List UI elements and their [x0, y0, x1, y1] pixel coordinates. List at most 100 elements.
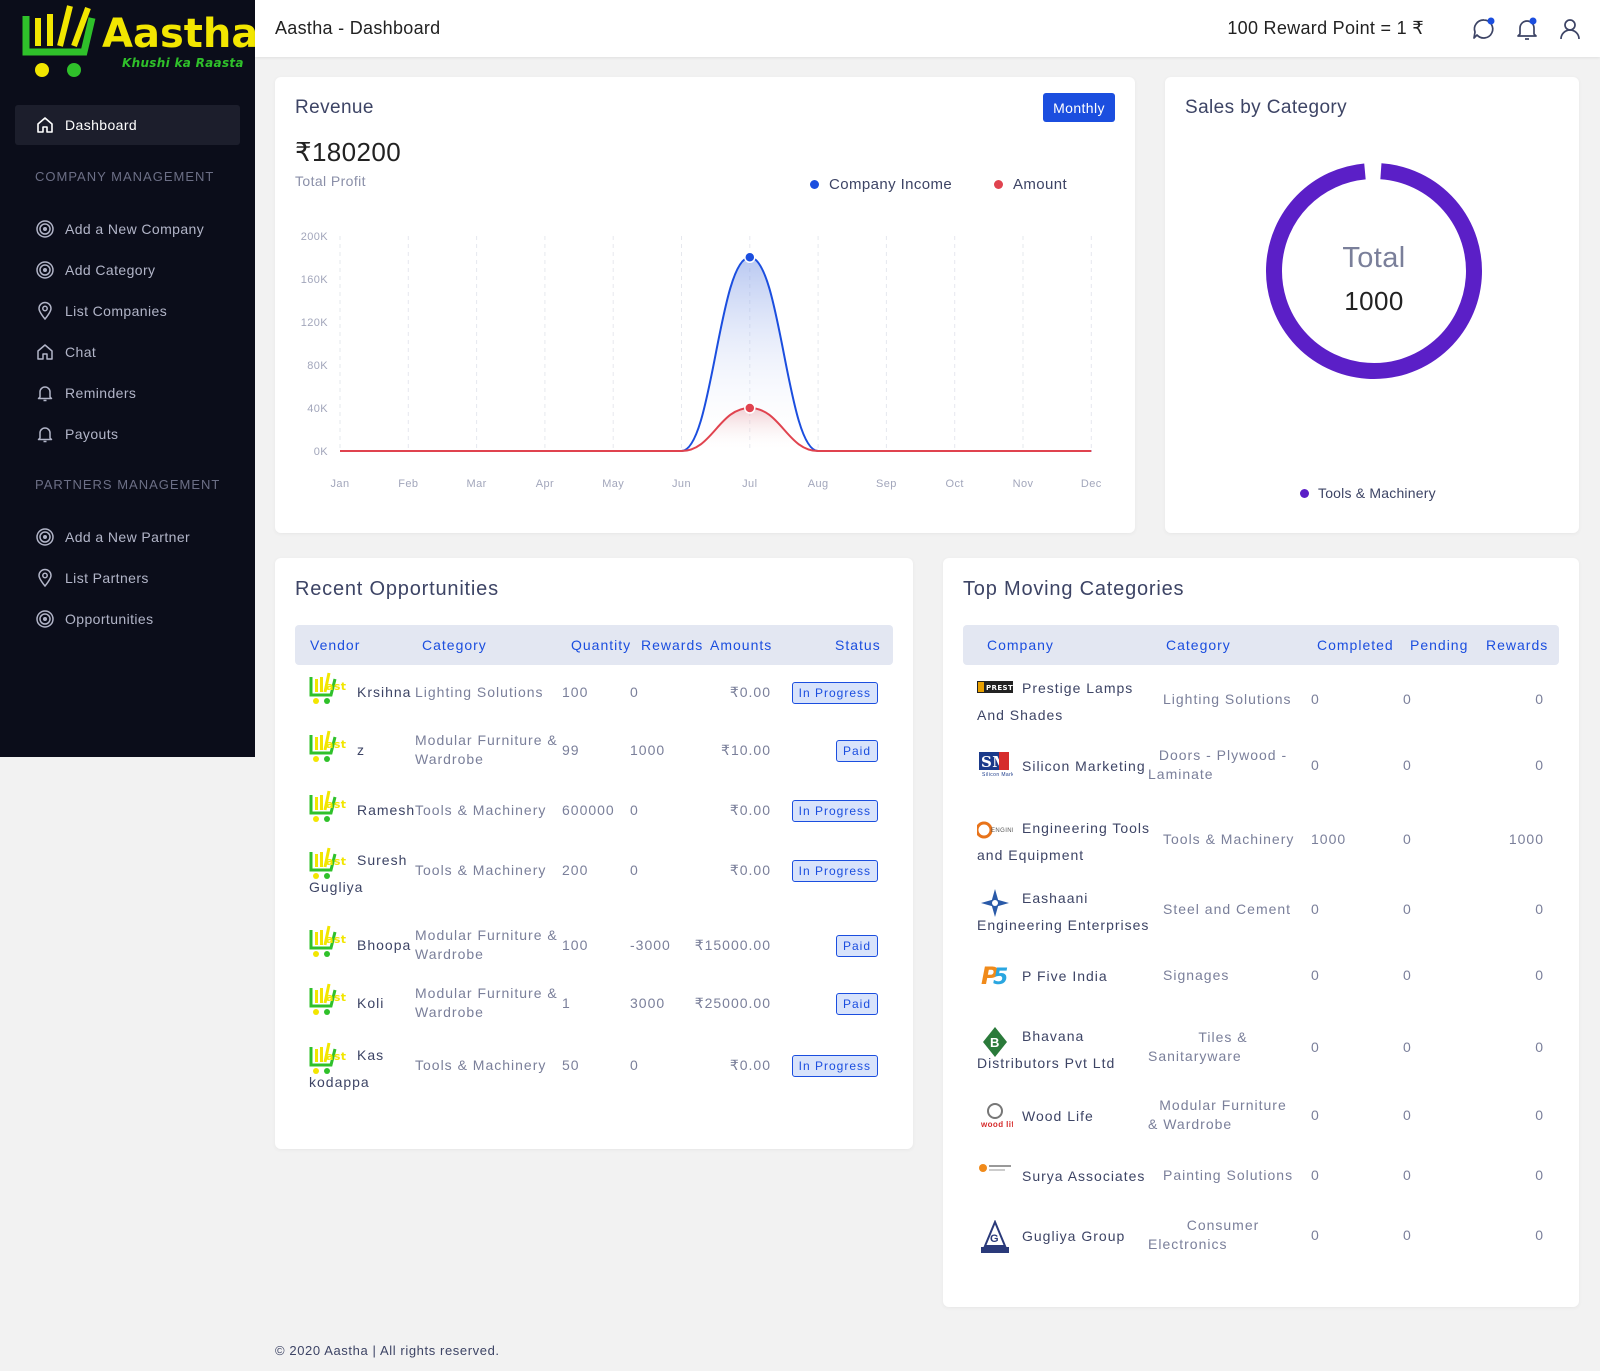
category-cell: Tools & Machinery: [415, 1057, 547, 1073]
category-cell-cont: Wardrobe: [415, 946, 484, 962]
vendor-avatar: astha: [309, 982, 362, 1018]
sidebar-item-reminders[interactable]: Reminders: [35, 382, 136, 404]
rewards-cell: 0: [630, 684, 639, 700]
top-header: Aastha - Dashboard 100 Reward Point = 1 …: [255, 0, 1600, 57]
category-cell: Tools & Machinery: [1163, 831, 1295, 847]
revenue-amount: ₹180200: [295, 137, 402, 167]
sidebar-item-chat[interactable]: Chat: [35, 341, 96, 363]
rewards-cell: -3000: [630, 937, 671, 953]
svg-text:5: 5: [993, 965, 1009, 990]
sidebar-item-add-category[interactable]: Add Category: [35, 259, 155, 281]
aastha-avatar-icon: astha: [309, 925, 362, 957]
company-name: P Five India: [1022, 968, 1108, 984]
table-row[interactable]: astha Koli Modular Furniture & Wardrobe 1 300…: [295, 982, 893, 1036]
column-header[interactable]: Company: [987, 637, 1054, 653]
table-row[interactable]: G Gugliya Group Consumer Electronics 0 0 0: [963, 1217, 1559, 1278]
donut-slice-tools-machinery[interactable]: [1266, 163, 1482, 379]
table-row[interactable]: B Bhavana Distributors Pvt Ltd Tiles & Sanit…: [963, 1026, 1559, 1086]
pending-cell: 0: [1403, 1039, 1412, 1055]
legend-amount[interactable]: Amount: [994, 176, 1067, 193]
rewards-cell: 0: [630, 1057, 639, 1073]
status-badge[interactable]: In Progress: [791, 682, 878, 704]
column-header[interactable]: Category: [422, 637, 487, 653]
column-header[interactable]: Quantity: [571, 637, 632, 653]
column-header[interactable]: Pending: [1410, 637, 1469, 653]
donut-legend[interactable]: Tools & Machinery: [1300, 485, 1436, 501]
chat-icon[interactable]: [1471, 16, 1497, 42]
legend-company-income[interactable]: Company Income: [810, 176, 952, 193]
amount-cell: ₹10.00: [721, 742, 771, 758]
table-row[interactable]: PRESTIGE Prestige Lamps And Shades Lighting…: [963, 678, 1559, 738]
sidebar-item-dashboard[interactable]: Dashboard: [15, 105, 240, 145]
status-badge[interactable]: Paid: [835, 935, 878, 957]
svg-text:astha: astha: [326, 991, 347, 1004]
column-header[interactable]: Category: [1166, 637, 1231, 653]
category-cell: Tools & Machinery: [415, 802, 547, 818]
column-header[interactable]: Completed: [1317, 637, 1394, 653]
notification-bell-icon[interactable]: [1514, 16, 1540, 42]
data-point[interactable]: [744, 402, 756, 414]
user-icon[interactable]: [1557, 16, 1583, 42]
sidebar-item-payouts[interactable]: Payouts: [35, 423, 118, 445]
sidebar-item-list-partners[interactable]: List Partners: [35, 567, 149, 589]
status-badge[interactable]: In Progress: [791, 860, 878, 882]
monthly-button[interactable]: Monthly: [1043, 93, 1115, 122]
sidebar-item-opportunities[interactable]: Opportunities: [35, 608, 153, 630]
completed-cell: 0: [1311, 757, 1320, 773]
table-row[interactable]: Eashaani Engineering Enterprises Steel and…: [963, 888, 1559, 948]
aastha-logo[interactable]: Aastha Khushi ka Raasta: [22, 4, 258, 82]
column-header[interactable]: Rewards: [1486, 637, 1549, 653]
aastha-avatar-icon: astha: [309, 672, 362, 704]
sidebar-item-add-partner[interactable]: Add a New Partner: [35, 526, 190, 548]
table-row[interactable]: astha Suresh Gugliya Tools & Machinery 200 0 ₹…: [295, 846, 893, 900]
donut-chart: Total 1000: [1266, 163, 1482, 379]
svg-text:G: G: [990, 1233, 999, 1245]
footer-copyright: © 2020 Aastha | All rights reserved.: [275, 1343, 500, 1358]
column-header[interactable]: Status: [835, 637, 881, 653]
amount-cell: ₹25000.00: [694, 995, 771, 1011]
table-row[interactable]: Surya Associates Painting Solutions 0 0 0: [963, 1158, 1559, 1218]
completed-cell: 0: [1311, 1227, 1320, 1243]
series-line[interactable]: [339, 406, 1092, 453]
amount-cell: ₹0.00: [729, 684, 771, 700]
sidebar-item-label: Opportunities: [65, 611, 154, 627]
category-cell-cont: & Wardrobe: [1148, 1116, 1233, 1132]
company-name: Prestige Lamps: [1022, 680, 1134, 696]
aastha-avatar-icon: astha: [309, 790, 362, 822]
sidebar-item-list-companies[interactable]: List Companies: [35, 300, 167, 322]
legend-label: Amount: [1013, 176, 1068, 193]
column-header[interactable]: Rewards: [641, 637, 704, 653]
svg-text:Silicon Marketing: Silicon Marketing: [982, 772, 1013, 778]
top-categories-title: Top Moving Categories: [963, 578, 1185, 600]
column-header[interactable]: Vendor: [310, 637, 361, 653]
x-tick-label: Oct: [946, 478, 964, 490]
table-row[interactable]: asthaz Modular Furniture & Wardrobe 99 1000 ₹…: [295, 729, 893, 783]
completed-cell: 0: [1311, 1107, 1320, 1123]
brand-name: Aastha: [102, 11, 259, 57]
data-point[interactable]: [744, 251, 756, 264]
svg-text:wood life: wood life: [980, 1120, 1013, 1129]
sidebar-item-label: Add Category: [65, 262, 156, 278]
sidebar-item-add-company[interactable]: Add a New Company: [35, 218, 204, 240]
recent-opportunities-card: Recent Opportunities Vendor Category Qua…: [275, 558, 913, 1149]
opportunities-table-header: Vendor Category Quantity Rewards Amounts…: [295, 625, 893, 665]
table-row[interactable]: astha Kas kodappa Tools & Machinery 50 0 ₹0.00…: [295, 1041, 893, 1095]
status-badge[interactable]: In Progress: [791, 1055, 878, 1077]
rewards-cell: 0: [1535, 691, 1544, 707]
target-icon: [36, 528, 54, 546]
status-badge[interactable]: Paid: [835, 740, 878, 762]
status-badge[interactable]: In Progress: [791, 800, 878, 822]
brand-tagline: Khushi ka Raasta: [122, 56, 244, 70]
status-badge[interactable]: Paid: [835, 993, 878, 1015]
table-row[interactable]: ENGINEERING Engineering Tools and Equipmen…: [963, 818, 1559, 878]
sidebar-item-label: Add a New Company: [65, 221, 205, 237]
column-header[interactable]: Amounts: [710, 637, 773, 653]
engineering-logo: ENGINEERING: [975, 818, 1037, 854]
table-row[interactable]: wood life Wood Life Modular Furniture & War…: [963, 1097, 1559, 1158]
